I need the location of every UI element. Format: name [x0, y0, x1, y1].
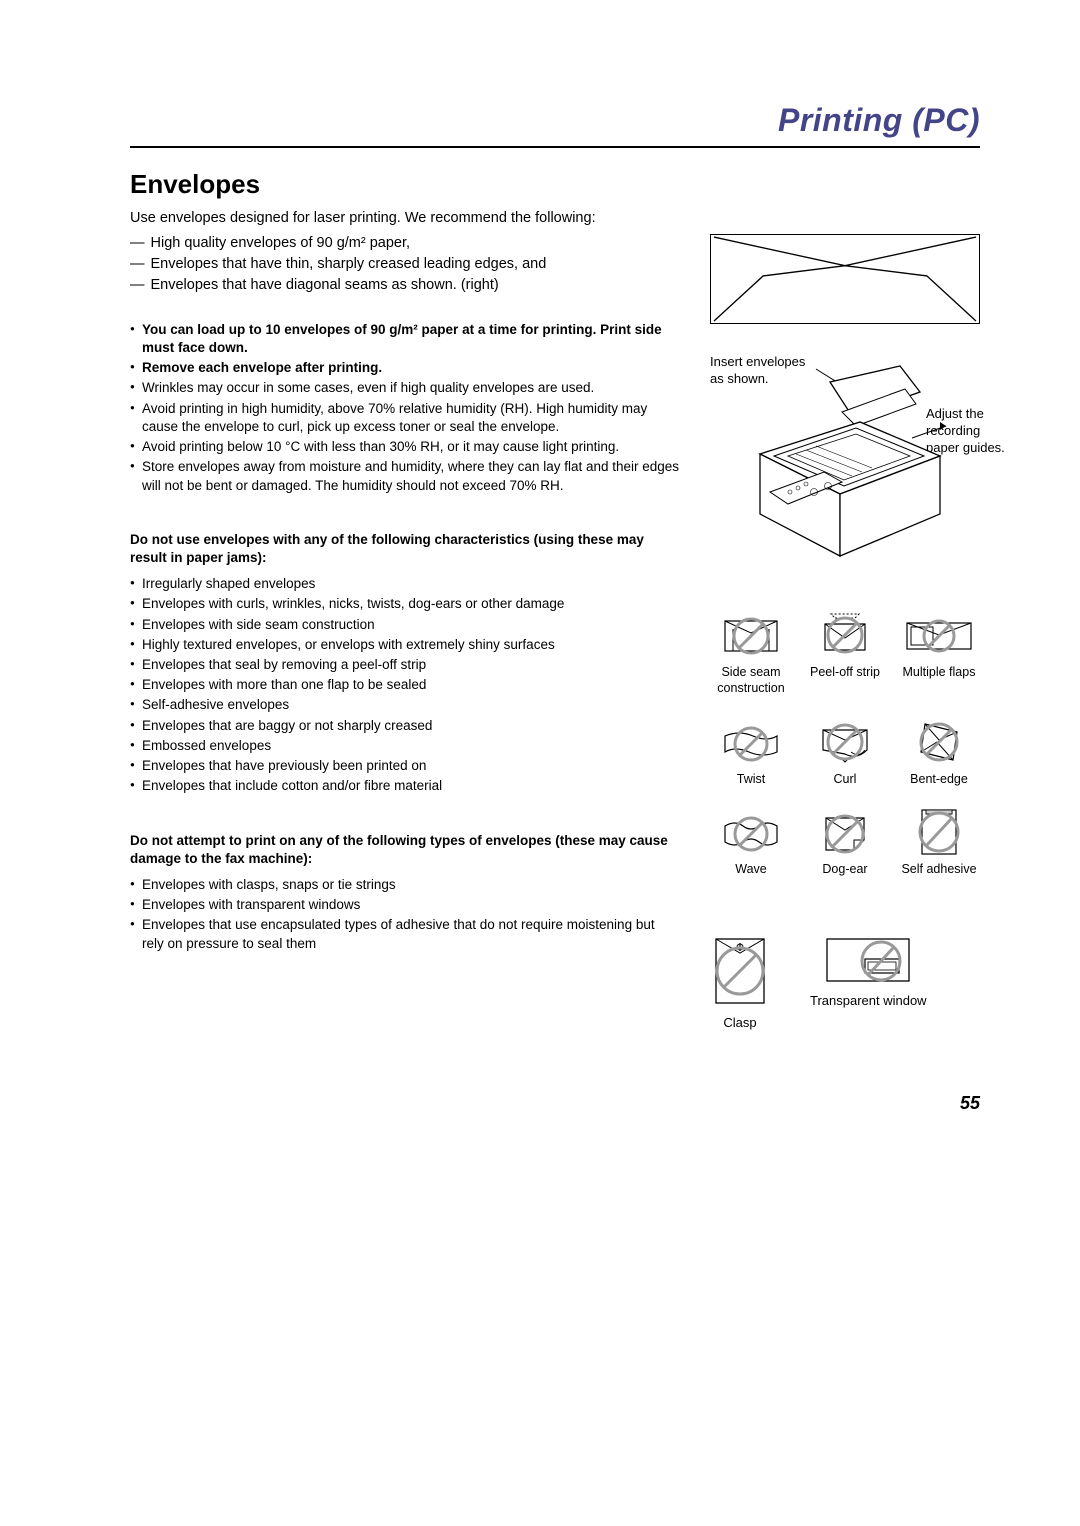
- envelope-svg-icon: [711, 235, 979, 323]
- bullet-item: Envelopes that have previously been prin…: [142, 758, 426, 773]
- window-icon: [821, 933, 915, 987]
- defect-label: Twist: [737, 771, 765, 787]
- defect-label: Bent-edge: [910, 771, 968, 787]
- defect-label: Multiple flaps: [903, 664, 976, 680]
- defect-label: Wave: [735, 861, 767, 877]
- curl-icon: [813, 717, 877, 767]
- defect-label: Self adhesive: [901, 861, 976, 877]
- defect-cell: Self adhesive: [898, 807, 980, 877]
- side-seam-icon: [719, 610, 783, 660]
- defect-cell: Bent-edge: [898, 717, 980, 787]
- bullet-item: Remove each envelope after printing.: [142, 360, 382, 375]
- damage-cell: Transparent window: [810, 933, 927, 1010]
- right-column: Insert envelopes as shown. Adjust the re…: [710, 234, 980, 1032]
- defect-cell: Dog-ear: [804, 807, 886, 877]
- multiple-flaps-icon: [903, 610, 975, 660]
- bullet-item: Store envelopes away from moisture and h…: [142, 459, 679, 492]
- section-title: Envelopes: [130, 168, 980, 202]
- page-number: 55: [130, 1092, 980, 1115]
- intro-text: Use envelopes designed for laser printin…: [130, 209, 980, 228]
- bullet-item: You can load up to 10 envelopes of 90 g/…: [142, 322, 662, 355]
- defect-label: Side seam construction: [710, 664, 792, 697]
- bent-edge-icon: [911, 717, 967, 767]
- twist-icon: [719, 717, 783, 767]
- defect-label: Curl: [834, 771, 857, 787]
- printer-diagram: Insert envelopes as shown. Adjust the re…: [710, 354, 980, 574]
- bullet-item: Envelopes that include cotton and/or fib…: [142, 778, 442, 793]
- dash-item: Envelopes that have diagonal seams as sh…: [151, 276, 499, 295]
- bullet-item: Wrinkles may occur in some cases, even i…: [142, 380, 594, 395]
- dash-item: Envelopes that have thin, sharply crease…: [151, 255, 547, 274]
- bullet-item: Envelopes that seal by removing a peel-o…: [142, 657, 426, 672]
- self-adhesive-icon: [914, 807, 964, 857]
- block-header: Do not use envelopes with any of the fol…: [130, 531, 680, 567]
- defect-cell: Wave: [710, 807, 792, 877]
- bullet-item: Self-adhesive envelopes: [142, 697, 289, 712]
- page-header: Printing (PC): [130, 100, 980, 148]
- left-column: High quality envelopes of 90 g/m² paper,…: [130, 234, 680, 1032]
- defect-cell: Peel-off strip: [804, 610, 886, 697]
- damage-block: Do not attempt to print on any of the fo…: [130, 832, 680, 953]
- defect-cell: Curl: [804, 717, 886, 787]
- defect-cell: Multiple flaps: [898, 610, 980, 697]
- block-header: Do not attempt to print on any of the fo…: [130, 832, 680, 868]
- clasp-icon: [710, 933, 770, 1009]
- notes-list: You can load up to 10 envelopes of 90 g/…: [130, 321, 680, 495]
- dash-item: High quality envelopes of 90 g/m² paper,: [151, 234, 411, 253]
- bullet-item: Envelopes with curls, wrinkles, nicks, t…: [142, 596, 564, 611]
- defect-label: Peel-off strip: [810, 664, 880, 680]
- recommendations-list: High quality envelopes of 90 g/m² paper,…: [130, 234, 680, 295]
- damage-label: Transparent window: [810, 993, 927, 1010]
- wave-icon: [719, 807, 783, 857]
- peel-strip-icon: [813, 610, 877, 660]
- bullet-item: Envelopes with more than one flap to be …: [142, 677, 426, 692]
- dog-ear-icon: [816, 807, 874, 857]
- defect-cell: Side seam construction: [710, 610, 792, 697]
- damage-label: Clasp: [723, 1015, 756, 1032]
- paper-jam-list: Irregularly shaped envelopes Envelopes w…: [130, 575, 680, 795]
- defect-cell: Twist: [710, 717, 792, 787]
- bullet-item: Envelopes with transparent windows: [142, 897, 360, 912]
- envelope-seams-diagram: [710, 234, 980, 324]
- bullet-item: Avoid printing below 10 °C with less tha…: [142, 439, 619, 454]
- damage-cell: Clasp: [710, 933, 770, 1032]
- paper-jam-block: Do not use envelopes with any of the fol…: [130, 531, 680, 796]
- damage-list: Envelopes with clasps, snaps or tie stri…: [130, 876, 680, 953]
- bullet-item: Highly textured envelopes, or envelops w…: [142, 637, 555, 652]
- printer-svg-icon: [740, 364, 970, 584]
- bullet-item: Avoid printing in high humidity, above 7…: [142, 401, 647, 434]
- bullet-item: Envelopes that use encapsulated types of…: [142, 917, 655, 950]
- bullet-item: Irregularly shaped envelopes: [142, 576, 315, 591]
- bullet-item: Envelopes that are baggy or not sharply …: [142, 718, 432, 733]
- bullet-item: Envelopes with clasps, snaps or tie stri…: [142, 877, 396, 892]
- defect-grid: Side seam construction Peel-off strip Mu…: [710, 610, 980, 877]
- bullet-item: Embossed envelopes: [142, 738, 271, 753]
- bullet-item: Envelopes with side seam construction: [142, 617, 375, 632]
- defect-label: Dog-ear: [822, 861, 867, 877]
- damage-grid: Clasp Transparent window: [710, 933, 980, 1032]
